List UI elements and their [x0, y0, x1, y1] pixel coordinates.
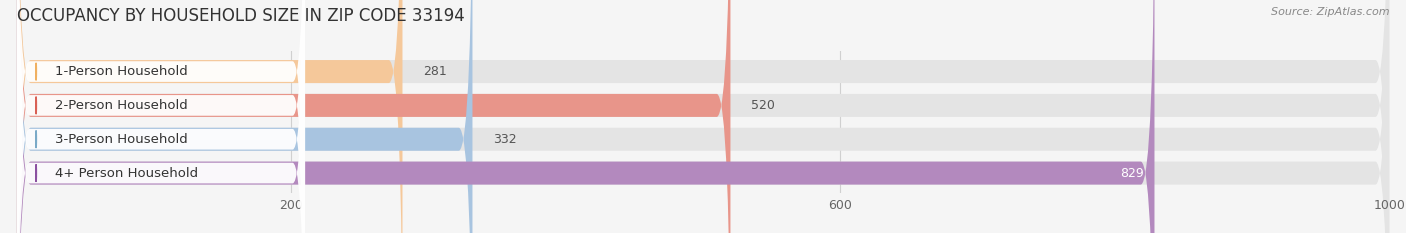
FancyBboxPatch shape [17, 0, 1154, 233]
FancyBboxPatch shape [17, 0, 1389, 233]
Text: 3-Person Household: 3-Person Household [55, 133, 188, 146]
Text: 2-Person Household: 2-Person Household [55, 99, 188, 112]
FancyBboxPatch shape [17, 0, 305, 233]
Text: 332: 332 [494, 133, 516, 146]
FancyBboxPatch shape [17, 0, 472, 233]
FancyBboxPatch shape [17, 0, 1389, 233]
Text: OCCUPANCY BY HOUSEHOLD SIZE IN ZIP CODE 33194: OCCUPANCY BY HOUSEHOLD SIZE IN ZIP CODE … [17, 7, 464, 25]
FancyBboxPatch shape [17, 0, 305, 233]
Text: 829: 829 [1119, 167, 1143, 180]
Text: 4+ Person Household: 4+ Person Household [55, 167, 198, 180]
Text: Source: ZipAtlas.com: Source: ZipAtlas.com [1271, 7, 1389, 17]
FancyBboxPatch shape [17, 0, 305, 233]
FancyBboxPatch shape [17, 0, 305, 233]
FancyBboxPatch shape [17, 0, 1389, 233]
Text: 1-Person Household: 1-Person Household [55, 65, 188, 78]
FancyBboxPatch shape [17, 0, 402, 233]
Text: 281: 281 [423, 65, 447, 78]
Text: 520: 520 [751, 99, 775, 112]
FancyBboxPatch shape [17, 0, 1389, 233]
FancyBboxPatch shape [17, 0, 731, 233]
